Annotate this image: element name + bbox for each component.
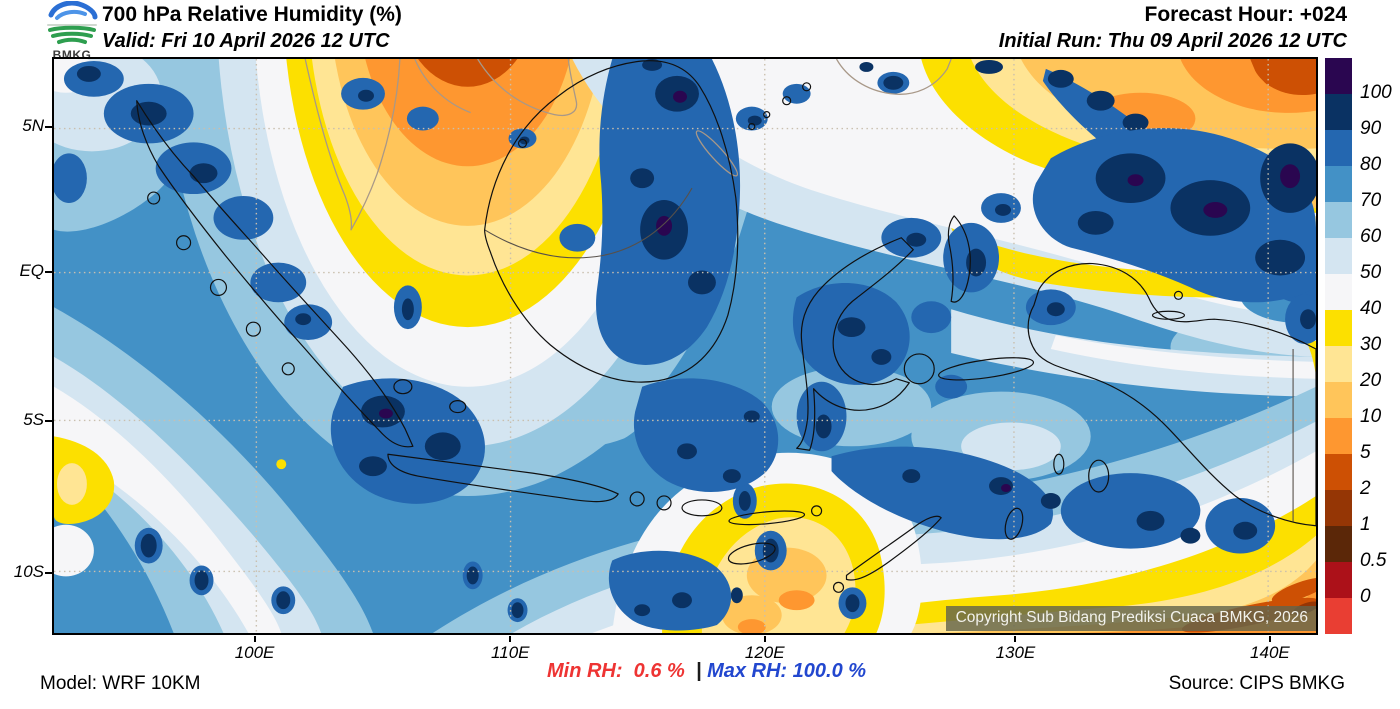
colorbar [1325, 58, 1352, 634]
forecast-hour: Forecast Hour: +024 [1144, 3, 1348, 26]
colorbar-cell [1325, 130, 1352, 166]
bmkg-logo-icon [47, 0, 98, 44]
lat-label-5s: 5S [23, 410, 44, 430]
source-label: Source: CIPS BMKG [1168, 673, 1345, 694]
model-label: Model: WRF 10KM [40, 673, 201, 694]
colorbar-level-80: 80 [1360, 154, 1382, 175]
colorbar-cell [1325, 274, 1352, 310]
colorbar-cell [1325, 418, 1352, 454]
colorbar-level-60: 60 [1360, 226, 1382, 247]
lon-label-110e: 110E [491, 643, 530, 662]
lat-tick [45, 125, 52, 128]
colorbar-cell [1325, 490, 1352, 526]
lon-tick [763, 636, 766, 642]
min-rh-label: Min RH: [547, 660, 623, 682]
rh-contour-map: Copyright Sub Bidang Prediksi Cuaca BMKG… [52, 57, 1318, 635]
copyright-badge: Copyright Sub Bidang Prediksi Cuaca BMKG… [945, 606, 1316, 631]
min-rh-value: 0.6 % [622, 660, 691, 682]
colorbar-level-10: 10 [1360, 406, 1382, 427]
lon-label-140e: 140E [1250, 643, 1290, 662]
lon-tick [1014, 636, 1017, 642]
minmax-readout: Min RH: 0.6 % | Max RH: 100.0 % [547, 660, 866, 683]
lon-tick [253, 636, 256, 642]
colorbar-level-30: 30 [1360, 334, 1382, 355]
moist-cells [54, 59, 1316, 631]
lat-tick [45, 572, 52, 575]
page-title: 700 hPa Relative Humidity (%) [102, 3, 402, 26]
dry-cell-top-center [160, 59, 775, 496]
colorbar-cell [1325, 346, 1352, 382]
graticule [54, 59, 1316, 633]
lon-tick [1268, 636, 1271, 642]
colorbar-level-1: 1 [1360, 514, 1371, 535]
max-rh-label: Max RH: [707, 660, 788, 682]
valid-time: Valid: Fri 10 April 2026 12 UTC [102, 30, 390, 52]
colorbar-cell [1325, 598, 1352, 634]
colorbar-level-50: 50 [1360, 262, 1382, 283]
lat-label-eq: EQ [19, 261, 44, 281]
colorbar-cell [1325, 238, 1352, 274]
minmax-separator: | [690, 660, 708, 682]
colorbar-level-90: 90 [1360, 118, 1382, 139]
colorbar-level-0: 0 [1360, 586, 1371, 607]
colorbar-cell [1325, 94, 1352, 130]
max-rh-value: 100.0 % [787, 660, 867, 682]
colorbar-level-20: 20 [1360, 370, 1382, 391]
bmkg-logo: BMKG [44, 0, 100, 61]
colorbar-level-40: 40 [1360, 298, 1382, 319]
lat-label-5n: 5N [22, 115, 44, 135]
colorbar-level-0.5: 0.5 [1360, 550, 1387, 571]
lat-tick [45, 271, 52, 274]
colorbar-cell [1325, 202, 1352, 238]
lat-tick [45, 420, 52, 423]
colorbar-cell [1325, 562, 1352, 598]
colorbar-level-100: 100 [1360, 82, 1392, 103]
colorbar-cell [1325, 310, 1352, 346]
colorbar-cell [1325, 382, 1352, 418]
lon-tick [509, 636, 512, 642]
lon-label-100e: 100E [234, 643, 275, 662]
coastlines [136, 59, 1316, 593]
initial-run: Initial Run: Thu 09 April 2026 12 UTC [998, 30, 1347, 52]
rh-field [54, 59, 1316, 633]
lon-label-120e: 120E [744, 643, 785, 662]
colorbar-cell [1325, 58, 1352, 94]
colorbar-cell [1325, 454, 1352, 490]
lon-label-130e: 130E [995, 643, 1036, 662]
lat-label-10s: 10S [13, 562, 44, 582]
colorbar-level-2: 2 [1360, 478, 1371, 499]
colorbar-level-70: 70 [1360, 190, 1382, 211]
colorbar-level-5: 5 [1360, 442, 1371, 463]
colorbar-cell [1325, 166, 1352, 202]
colorbar-cell [1325, 526, 1352, 562]
